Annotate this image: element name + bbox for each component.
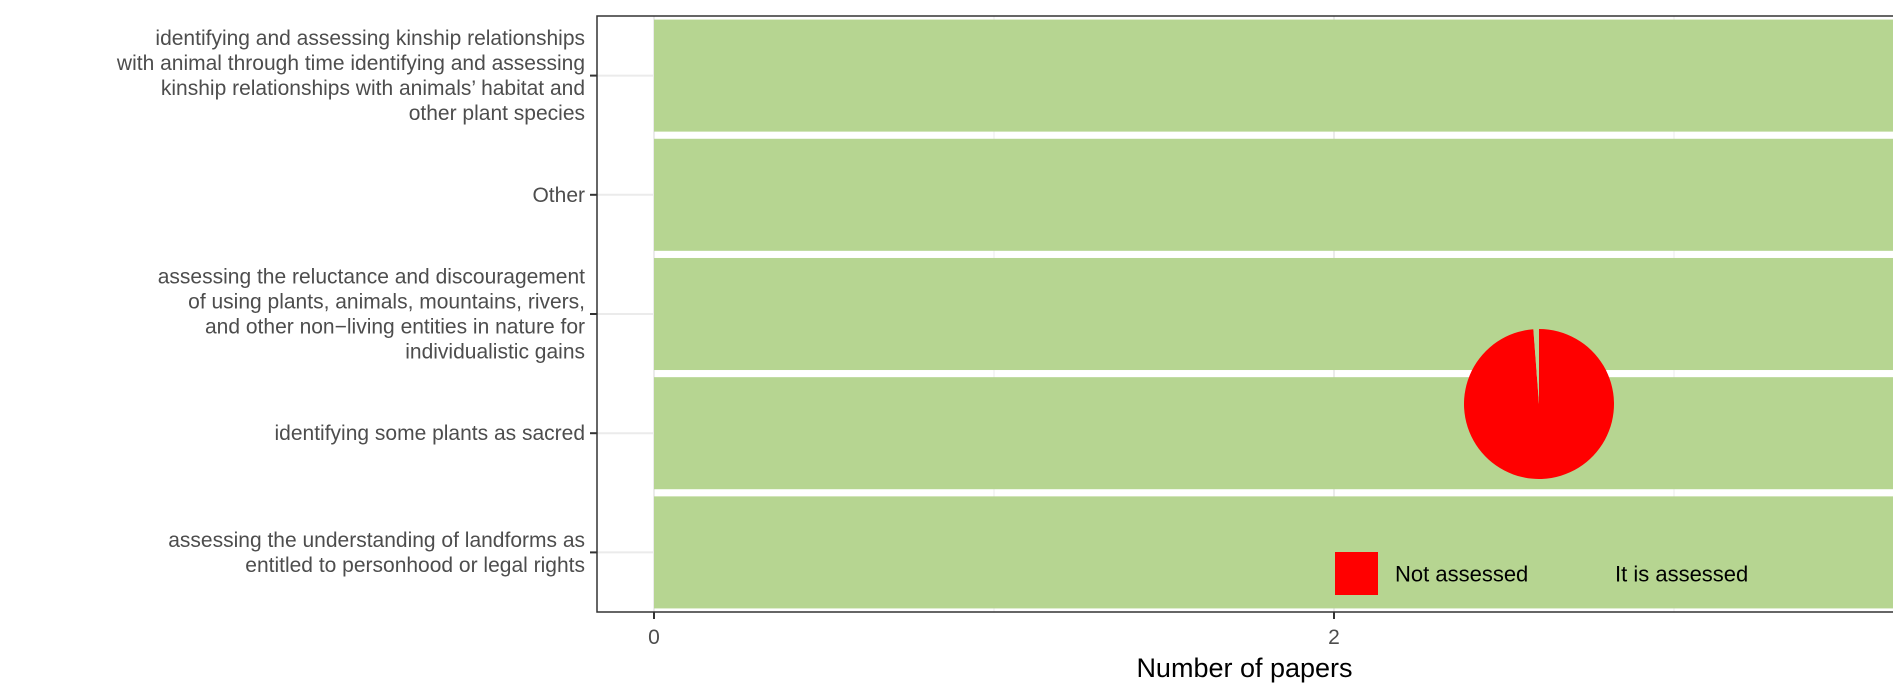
y-tick-label-line: Other [532,184,585,207]
x-axis: 0246 [648,612,1340,649]
bars [654,19,1893,609]
y-tick-label-line: entitled to personhood or legal rights [245,554,585,577]
bar [654,496,1893,609]
bar [654,19,1893,132]
y-tick-label: identifying and assessing kinship relati… [116,27,585,125]
legend-label: It is assessed [1615,562,1748,587]
y-tick-label-line: of using plants, animals, mountains, riv… [188,291,585,314]
bar [654,257,1893,371]
legend: Not assessed It is assessed [1335,552,1748,595]
x-tick-label: 0 [648,626,660,649]
y-tick-label-line: identifying and assessing kinship relati… [155,27,585,50]
y-tick-label-line: and other non−living entities in nature … [205,316,585,339]
bar [654,138,1893,251]
y-axis: identifying and assessing kinship relati… [116,27,597,577]
y-tick-label-line: individualistic gains [405,341,585,364]
legend-swatch [1555,552,1598,595]
y-tick-label: assessing the understanding of landforms… [168,529,585,577]
legend-label: Not assessed [1395,562,1528,587]
y-tick-label-line: kinship relationships with animals’ habi… [161,77,585,100]
x-tick-label: 2 [1328,626,1340,649]
y-tick-label: identifying some plants as sacred [275,422,586,445]
y-tick-label: Other [532,184,585,207]
y-tick-label: assessing the reluctance and discouragem… [158,266,585,364]
inset-pie [1464,329,1614,479]
x-axis-title: Number of papers [1136,653,1352,683]
bar [654,377,1893,490]
y-tick-label-line: with animal through time identifying and… [116,52,585,75]
y-tick-label-line: identifying some plants as sacred [275,422,586,445]
pie-slice [1533,329,1539,404]
legend-swatch [1335,552,1378,595]
y-tick-label-line: assessing the reluctance and discouragem… [158,266,585,289]
y-tick-label-line: other plant species [409,102,585,125]
y-tick-label-line: assessing the understanding of landforms… [168,529,585,552]
